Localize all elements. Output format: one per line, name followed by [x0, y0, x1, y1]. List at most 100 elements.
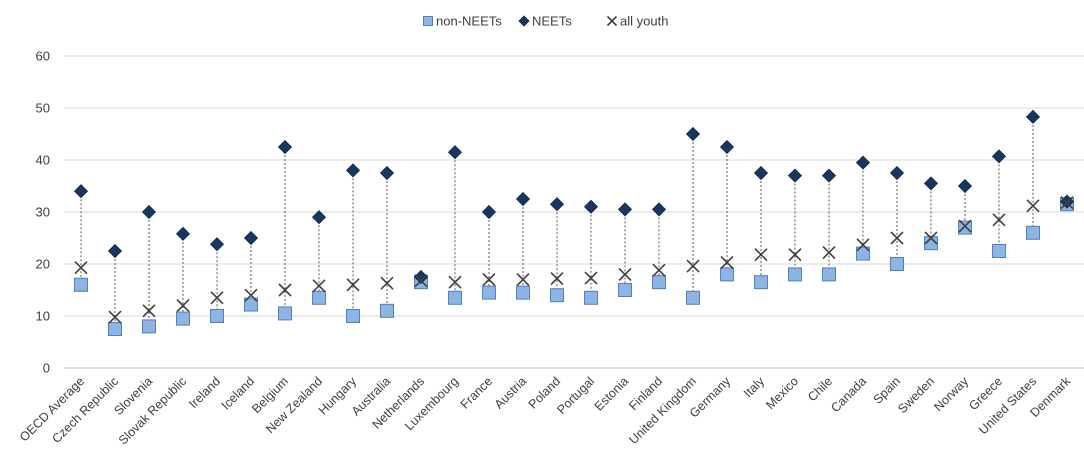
x-tick-label-france: France: [458, 374, 495, 411]
point-all-youth-ireland: [210, 291, 224, 305]
point-neets-czech-republic: [107, 243, 123, 259]
point-neets-portugal: [583, 199, 599, 214]
legend-item-non-neets: non-NEETs: [423, 14, 502, 29]
point-all-youth-new-zealand: [312, 279, 326, 293]
point-neets-norway: [957, 178, 973, 194]
point-neets-luxembourg: [447, 145, 463, 160]
point-non-neets-austria: [516, 285, 530, 300]
legend-label: non-NEETs: [436, 14, 502, 29]
point-neets-hungary: [345, 163, 361, 178]
legend-marker-x: [606, 15, 618, 27]
x-tick-label-ireland: Ireland: [186, 374, 223, 411]
point-non-neets-sweden: [924, 236, 938, 251]
x-tick-label-sweden: Sweden: [895, 374, 937, 416]
point-all-youth-belgium: [278, 283, 292, 297]
point-all-youth-mexico: [788, 248, 802, 262]
x-tick-label-estonia: Estonia: [592, 374, 631, 413]
point-all-youth-sweden: [924, 231, 938, 245]
series-all-youth: [74, 196, 1074, 324]
point-neets-mexico: [787, 168, 803, 183]
point-all-youth-luxembourg: [448, 275, 462, 289]
point-neets-finland: [651, 202, 667, 217]
point-neets-germany: [719, 139, 735, 155]
point-non-neets-mexico: [788, 267, 802, 282]
x-tick-label-norway: Norway: [931, 374, 971, 414]
point-non-neets-oecd-average: [74, 277, 88, 292]
point-neets-slovenia: [141, 204, 157, 220]
point-non-neets-united-states: [1026, 225, 1040, 240]
point-all-youth-norway: [958, 219, 972, 233]
point-all-youth-hungary: [346, 278, 360, 292]
y-tick-label: 20: [36, 257, 50, 272]
y-tick-label: 50: [36, 101, 50, 116]
legend-marker-diamond: [518, 15, 530, 27]
legend-label: all youth: [620, 14, 668, 29]
point-all-youth-oecd-average: [74, 261, 88, 275]
point-neets-united-kingdom: [685, 126, 701, 142]
gridlines: [64, 55, 1084, 369]
point-all-youth-slovenia: [142, 304, 156, 318]
point-all-youth-portugal: [584, 271, 598, 285]
point-non-neets-czech-republic: [108, 322, 122, 336]
point-neets-australia: [379, 165, 395, 181]
point-all-youth-united-kingdom: [686, 259, 700, 273]
x-tick-label-portugal: Portugal: [554, 374, 597, 417]
point-neets-united-states: [1025, 109, 1041, 124]
point-all-youth-austria: [516, 273, 530, 287]
point-neets-austria: [515, 191, 531, 207]
drop-lines: [80, 116, 1068, 329]
point-all-youth-czech-republic: [108, 310, 122, 324]
point-all-youth-slovak-republic: [176, 299, 190, 313]
point-non-neets-finland: [652, 275, 666, 290]
point-non-neets-chile: [822, 267, 836, 282]
point-non-neets-belgium: [278, 306, 292, 321]
point-all-youth-canada: [856, 238, 870, 252]
point-neets-belgium: [277, 139, 293, 155]
point-neets-slovak-republic: [175, 226, 191, 241]
point-non-neets-slovak-republic: [176, 311, 190, 326]
point-neets-greece: [991, 149, 1007, 164]
point-non-neets-estonia: [618, 283, 632, 297]
point-all-youth-poland: [550, 271, 564, 286]
point-all-youth-finland: [652, 263, 666, 277]
point-non-neets-spain: [890, 257, 904, 271]
legend-label: NEETs: [532, 14, 572, 29]
point-non-neets-luxembourg: [448, 290, 462, 305]
point-neets-canada: [855, 155, 871, 170]
series-non-neets: [74, 197, 1074, 336]
point-all-youth-united-states: [1026, 199, 1040, 213]
x-tick-label-canada: Canada: [828, 374, 869, 415]
point-all-youth-chile: [822, 245, 836, 260]
point-all-youth-australia: [380, 276, 394, 290]
y-tick-label: 30: [36, 205, 50, 220]
point-all-youth-germany: [720, 255, 734, 270]
point-non-neets-new-zealand: [312, 290, 326, 305]
x-tick-label-chile: Chile: [805, 374, 835, 404]
point-neets-france: [481, 204, 497, 220]
point-non-neets-canada: [856, 246, 870, 261]
point-non-neets-slovenia: [142, 319, 156, 334]
point-non-neets-ireland: [210, 309, 224, 323]
point-non-neets-portugal: [584, 290, 598, 305]
point-neets-italy: [753, 165, 769, 181]
point-all-youth-denmark: [1060, 196, 1074, 210]
y-tick-label: 10: [36, 309, 50, 324]
point-all-youth-italy: [754, 248, 768, 262]
point-neets-oecd-average: [73, 184, 89, 199]
point-neets-new-zealand: [311, 210, 327, 225]
legend: non-NEETs NEETs all youth: [423, 14, 668, 29]
point-neets-estonia: [617, 202, 633, 217]
y-tick-label: 0: [43, 361, 50, 376]
point-non-neets-germany: [720, 267, 734, 282]
point-non-neets-france: [482, 285, 496, 300]
point-non-neets-greece: [992, 244, 1006, 258]
legend-item-all-youth: all youth: [606, 14, 668, 29]
point-neets-spain: [889, 165, 905, 181]
point-neets-poland: [549, 197, 565, 212]
point-non-neets-hungary: [346, 309, 360, 323]
point-non-neets-iceland: [244, 297, 258, 312]
point-all-youth-greece: [992, 213, 1006, 227]
point-non-neets-poland: [550, 288, 564, 303]
point-all-youth-france: [482, 273, 496, 287]
